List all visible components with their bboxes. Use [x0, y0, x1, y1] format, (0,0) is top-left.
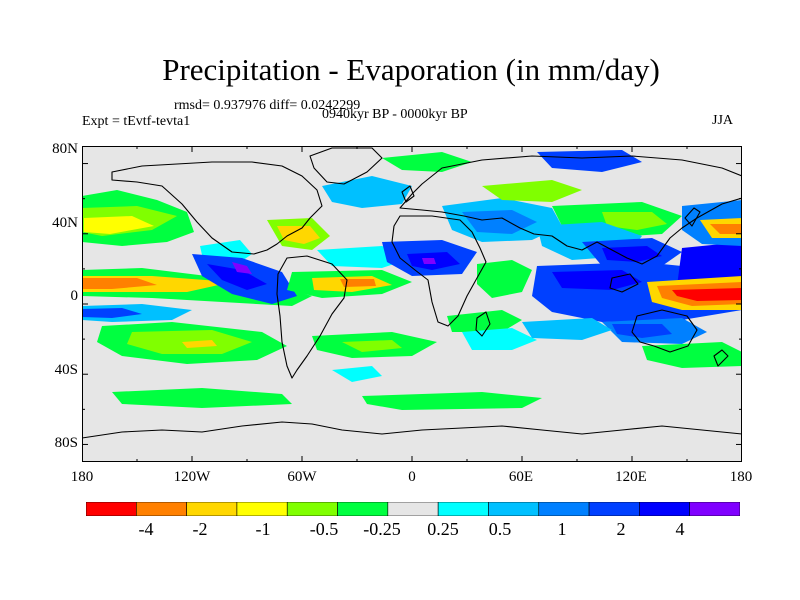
coastline-australia: [631, 309, 698, 353]
coastline-south-america: [276, 255, 348, 379]
pme-anomaly-region: [362, 392, 542, 410]
colorbar-label: -0.25: [363, 519, 401, 539]
colorbar-label: 1: [557, 519, 567, 539]
pme-anomaly-region: [340, 279, 376, 287]
colorbar-cell: [186, 502, 238, 516]
lat-tick-label-40s: 40S: [54, 362, 78, 378]
pme-anomaly-region: [342, 340, 402, 352]
colorbar-cell: [437, 502, 489, 516]
pme-anomaly-region: [112, 388, 292, 408]
pme-anomaly-region: [82, 278, 157, 289]
lon-tick-label-60w: 60W: [287, 469, 317, 485]
pme-anomaly-region: [332, 366, 382, 382]
colorbar-cell: [639, 502, 690, 516]
lon-tick-label-0: 0: [408, 469, 416, 485]
lon-tick-label-120w: 120W: [173, 469, 211, 485]
lat-tick-label-80n: 80N: [52, 141, 78, 157]
lon-tick-label-60e: 60E: [508, 469, 534, 485]
colorbar-cell: [136, 502, 187, 516]
colorbar-label: -0.5: [309, 519, 339, 539]
colorbar-cell: [387, 502, 439, 516]
lon-tick-label-120e: 120E: [615, 469, 647, 485]
pme-anomaly-region: [642, 342, 742, 368]
colorbar: [86, 502, 740, 516]
pme-anomaly-region: [207, 264, 267, 290]
coastlines: [82, 147, 742, 439]
colorbar-cell: [86, 502, 137, 516]
coastline-maritime-continent: [609, 273, 639, 293]
pme-anomaly-region: [182, 340, 217, 348]
colorbar-cell: [236, 502, 288, 516]
coastline-north-america: [111, 161, 323, 255]
colorbar-label: 2: [616, 519, 626, 539]
lat-tick-label-40n: 40N: [52, 215, 78, 231]
colorbar-label: -1: [255, 519, 271, 539]
pme-anomaly-region: [462, 328, 537, 350]
coastline-british-isles: [401, 185, 415, 203]
coastline-madagascar: [475, 311, 491, 337]
coastline-japan: [684, 207, 701, 227]
pme-anomaly-region: [277, 226, 320, 244]
pme-anomaly-region: [710, 224, 742, 234]
coastline-antarctica: [82, 421, 742, 439]
experiment-label: Expt = tEvtf-tevta1: [82, 114, 191, 129]
lat-tick-label-80s: 80S: [54, 435, 78, 451]
coastline-greenland: [309, 147, 383, 185]
lat-tick-label-0: 0: [70, 288, 79, 304]
chart-title: Precipitation - Evaporation (in mm/day): [162, 52, 660, 87]
colorbar-label: -4: [138, 519, 154, 539]
pme-anomaly-region: [482, 180, 582, 202]
pme-anomaly-region: [672, 288, 742, 301]
colorbar-label: 0.25: [427, 519, 459, 539]
pme-anomaly-region: [82, 308, 142, 318]
pme-anomaly-region: [477, 260, 532, 298]
colorbar-cell: [337, 502, 389, 516]
coastline-eurasia: [399, 155, 742, 265]
pme-anomaly-region: [422, 258, 436, 264]
coastline-new-zealand: [713, 349, 729, 367]
colorbar-cells: [86, 502, 740, 516]
pme-anomaly-region: [602, 212, 667, 230]
colorbar-cell: [689, 502, 740, 516]
pme-anomaly-region: [612, 324, 672, 338]
colorbar-label: 4: [675, 519, 685, 539]
lon-tick-label-180e: 180: [729, 469, 753, 485]
colorbar-cell: [488, 502, 540, 516]
season-label: JJA: [712, 113, 734, 128]
pme-anomaly-region: [522, 318, 612, 340]
colorbar-label: 0.5: [488, 519, 512, 539]
period-label: 0940kyr BP - 0000kyr BP: [322, 107, 468, 122]
pme-anomaly-region: [602, 246, 662, 262]
colorbar-cell: [588, 502, 640, 516]
stats-text: rmsd= 0.937976 diff= 0.0242299: [174, 98, 361, 113]
pme-anomaly-region: [447, 310, 522, 332]
map-plot: [82, 146, 742, 462]
pme-anomaly-region: [84, 216, 154, 234]
pme-anomaly-region: [537, 150, 642, 172]
coastline-africa: [391, 215, 487, 327]
pme-anomaly-region: [552, 270, 642, 290]
colorbar-cell: [286, 502, 338, 516]
pme-anomaly-region: [232, 262, 252, 274]
axis-ticks: [82, 146, 742, 462]
colorbar-label: -2: [192, 519, 208, 539]
pme-anomaly-region: [462, 210, 537, 234]
colorbar-cell: [538, 502, 590, 516]
lon-tick-label-180w: 180: [70, 469, 94, 485]
